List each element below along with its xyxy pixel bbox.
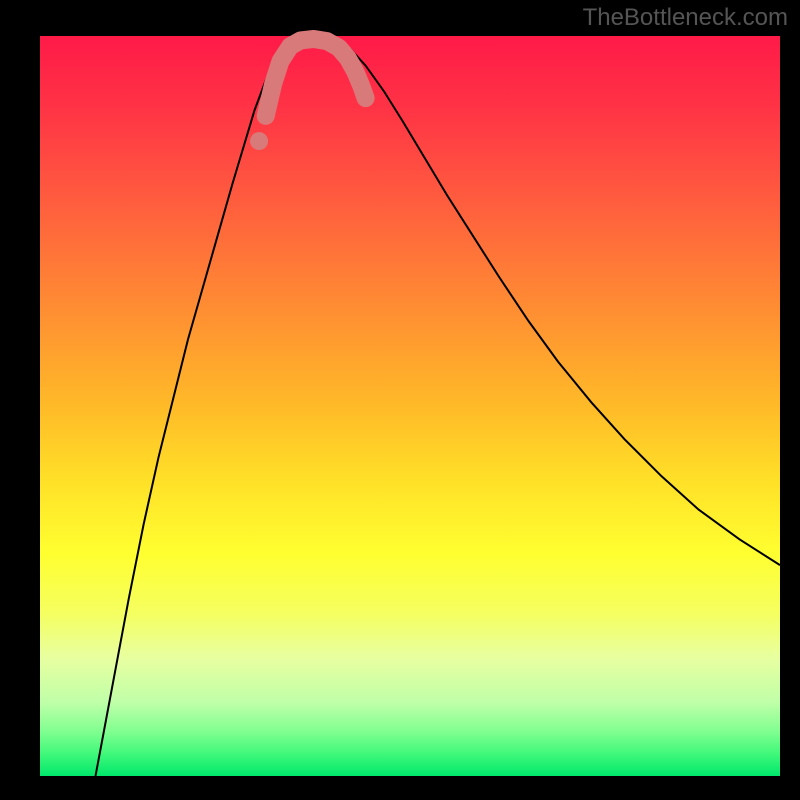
curve-right-branch (336, 39, 780, 565)
curve-left-branch (96, 39, 300, 776)
highlight-dot (250, 132, 268, 150)
watermark-text: TheBottleneck.com (583, 4, 788, 32)
highlight-segment (266, 39, 366, 116)
plot-background (40, 36, 780, 776)
chart-svg (0, 0, 800, 800)
